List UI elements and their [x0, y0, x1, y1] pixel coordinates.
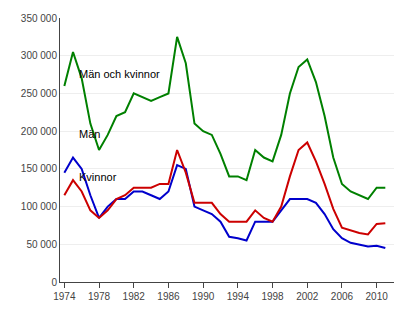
- svg-text:Män: Män: [79, 128, 100, 140]
- svg-text:0: 0: [51, 277, 57, 288]
- svg-text:250 000: 250 000: [21, 88, 58, 99]
- svg-text:2010: 2010: [366, 291, 389, 302]
- svg-text:1974: 1974: [53, 291, 76, 302]
- svg-text:1982: 1982: [123, 291, 146, 302]
- svg-text:300 000: 300 000: [21, 50, 58, 61]
- svg-text:200 000: 200 000: [21, 126, 58, 137]
- svg-text:1998: 1998: [261, 291, 284, 302]
- svg-text:50 000: 50 000: [26, 239, 57, 250]
- svg-text:2002: 2002: [296, 291, 319, 302]
- svg-text:Kvinnor: Kvinnor: [79, 171, 117, 183]
- svg-text:1978: 1978: [88, 291, 111, 302]
- svg-text:100 000: 100 000: [21, 201, 58, 212]
- svg-text:2006: 2006: [331, 291, 354, 302]
- svg-text:1986: 1986: [157, 291, 180, 302]
- svg-text:1994: 1994: [227, 291, 250, 302]
- svg-text:150 000: 150 000: [21, 163, 58, 174]
- svg-text:Män och kvinnor: Män och kvinnor: [79, 68, 160, 80]
- svg-text:1990: 1990: [192, 291, 215, 302]
- svg-text:350 000: 350 000: [21, 13, 58, 24]
